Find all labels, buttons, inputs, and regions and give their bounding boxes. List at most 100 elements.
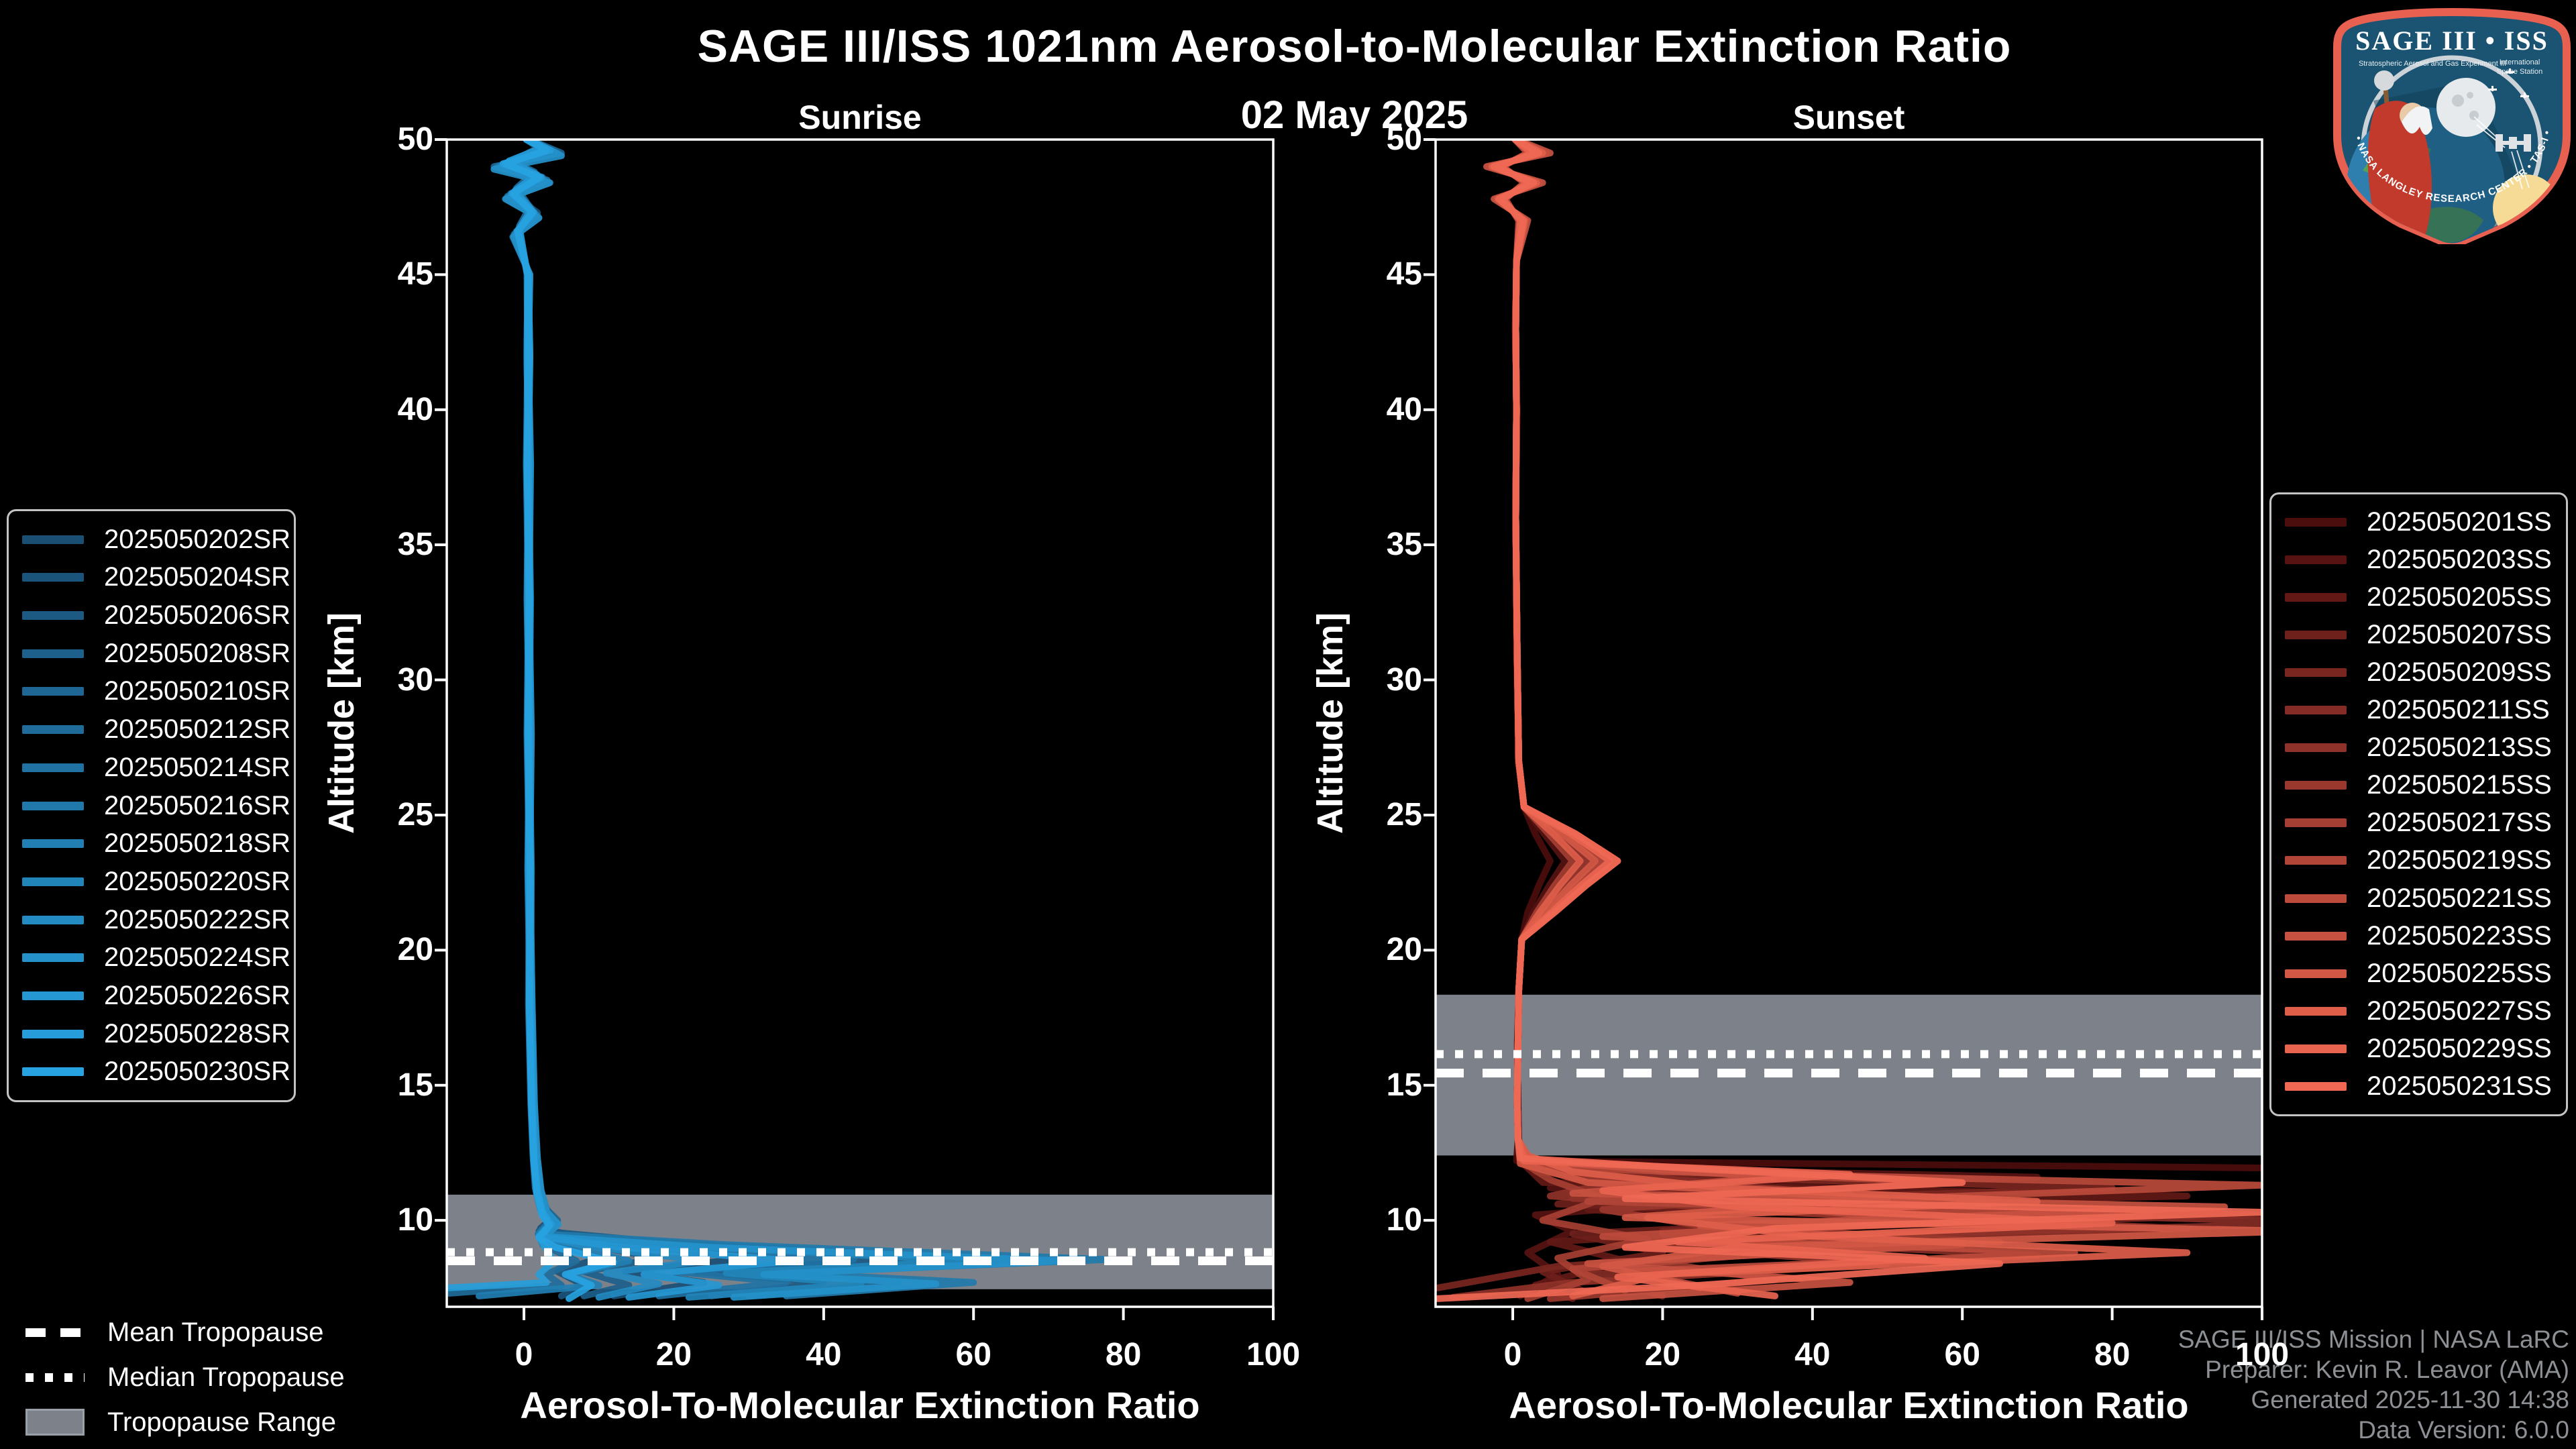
legend-item: 2025050231SS <box>2285 1071 2566 1102</box>
legend-label: 2025050216SR <box>104 790 291 820</box>
legend-item: 2025050212SR <box>22 714 294 745</box>
legend-item: 2025050209SS <box>2285 657 2566 688</box>
x-tick-label: 40 <box>806 1337 842 1373</box>
profile-line <box>505 140 798 1301</box>
legend-item: 2025050217SS <box>2285 808 2566 838</box>
legend-swatch <box>22 801 84 810</box>
legend-item: 2025050230SR <box>22 1057 294 1087</box>
y-tick-label: 40 <box>1386 391 1422 427</box>
y-tick-label: 35 <box>397 527 433 563</box>
mean-tropopause-label: Mean Tropopause <box>107 1317 324 1347</box>
legend-swatch <box>2285 1044 2347 1053</box>
y-tick-label: 10 <box>397 1202 433 1238</box>
legend-label: 2025050203SS <box>2367 545 2552 575</box>
legend-item: 2025050201SS <box>2285 507 2566 537</box>
legend-item: 2025050224SR <box>22 943 294 973</box>
legend-label: 2025050208SR <box>104 638 291 668</box>
x-tick-label: 80 <box>2094 1337 2131 1373</box>
legend-swatch <box>22 687 84 696</box>
y-tick-label: 50 <box>397 121 433 157</box>
legend-item: 2025050215SS <box>2285 770 2566 800</box>
legend-label: 2025050221SS <box>2367 883 2552 913</box>
legend-swatch <box>2285 1081 2347 1091</box>
y-tick-label: 15 <box>397 1067 433 1103</box>
legend-item: 2025050208SR <box>22 639 294 669</box>
axes-spine <box>1434 138 2263 1308</box>
median-tropopause-swatch <box>25 1373 85 1382</box>
legend-label: 2025050204SR <box>104 562 291 592</box>
profile-line <box>502 140 618 1302</box>
tropopause-range-label: Tropopause Range <box>107 1407 336 1437</box>
logo-iss <box>2496 134 2531 152</box>
footer-generated: Generated 2025-11-30 14:38 <box>2251 1386 2569 1413</box>
legend-label: 2025050225SS <box>2367 958 2552 988</box>
legend-swatch <box>22 649 84 658</box>
legend-swatch <box>22 1029 84 1038</box>
footer-credits: SAGE III/ISS Mission | NASA LaRC Prepare… <box>2178 1324 2569 1445</box>
logo-subtitle-left: Stratospheric Aerosol and Gas Experiment… <box>2359 60 2506 68</box>
tropopause-range-band <box>1436 994 2262 1156</box>
legend-item: 2025050219SS <box>2285 845 2566 875</box>
profile-line <box>447 140 580 1297</box>
legend-swatch <box>2285 969 2347 978</box>
logo-subtitle-right: International <box>2500 58 2540 66</box>
x-tick-label: 100 <box>1246 1337 1301 1373</box>
logo-moon-crater <box>2469 111 2479 120</box>
legend-item: 2025050207SS <box>2285 620 2566 650</box>
legend-swatch <box>22 991 84 1000</box>
legend-label: 2025050222SR <box>104 904 291 934</box>
y-tick-label: 40 <box>397 391 433 427</box>
logo-stars <box>2488 68 2529 98</box>
legend-swatch <box>22 611 84 621</box>
profile-line <box>476 140 633 1299</box>
legend-item: 2025050213SS <box>2285 733 2566 763</box>
legend-label: 2025050210SR <box>104 676 291 706</box>
x-tick-label: 20 <box>655 1337 692 1373</box>
legend-label: 2025050205SS <box>2367 582 2552 612</box>
logo-title: SAGE III • ISS <box>2355 25 2548 56</box>
sunset-legend: 2025050201SS 2025050203SS 2025050205SS 2025… <box>2269 492 2568 1116</box>
x-tick-label: 0 <box>1503 1337 1522 1373</box>
legend-swatch <box>2285 1006 2347 1016</box>
legend-swatch <box>22 763 84 772</box>
legend-item: 2025050225SS <box>2285 959 2566 989</box>
profile-line <box>490 140 1022 1299</box>
legend-item: 2025050206SR <box>22 600 294 631</box>
legend-label: 2025050228SR <box>104 1018 291 1049</box>
footer-mission: SAGE III/ISS Mission | NASA LaRC <box>2178 1326 2569 1353</box>
legend-label: 2025050209SS <box>2367 657 2552 688</box>
legend-label: 2025050219SS <box>2367 845 2552 875</box>
legend-label: 2025050207SS <box>2367 620 2552 650</box>
profile-line <box>505 140 602 1299</box>
x-tick-label: 0 <box>515 1337 533 1373</box>
sunrise-legend: 2025050202SR 2025050204SR 2025050206SR 2025… <box>7 509 296 1102</box>
legend-label: 2025050213SS <box>2367 733 2552 763</box>
legend-swatch <box>2285 668 2347 678</box>
date-subtitle: 02 May 2025 <box>1240 93 1468 137</box>
legend-swatch <box>2285 518 2347 527</box>
sunset-plot <box>1424 138 2263 1320</box>
profile-line <box>499 140 753 1299</box>
sage-iii-iss-mission-logo: SAGE III • ISS Stratospheric Aerosol and… <box>2333 7 2571 244</box>
legend-label: 2025050214SR <box>104 752 291 782</box>
legend-item: 2025050227SS <box>2285 996 2566 1026</box>
median-tropopause-label: Median Tropopause <box>107 1362 345 1392</box>
legend-swatch <box>2285 856 2347 865</box>
sunrise-plot <box>435 138 1275 1320</box>
legend-swatch <box>22 915 84 924</box>
legend-label: 2025050202SR <box>104 524 291 554</box>
legend-label: 2025050211SS <box>2367 695 2550 725</box>
tropopause-range-swatch <box>25 1409 85 1436</box>
profile-line <box>1436 140 2262 1302</box>
y-tick-label: 30 <box>1386 661 1422 698</box>
legend-swatch <box>2285 818 2347 828</box>
mean-tropopause-swatch <box>25 1328 85 1337</box>
footer-preparer: Preparer: Kevin R. Leavor (AMA) <box>2205 1356 2569 1383</box>
y-tick-label: 45 <box>397 256 433 292</box>
x-tick-label: 80 <box>1105 1337 1142 1373</box>
legend-label: 2025050218SR <box>104 828 291 859</box>
legend-swatch <box>22 573 84 582</box>
legend-item: 2025050218SR <box>22 828 294 859</box>
sunset-y-axis-label: Altitude [km] <box>1310 612 1350 834</box>
